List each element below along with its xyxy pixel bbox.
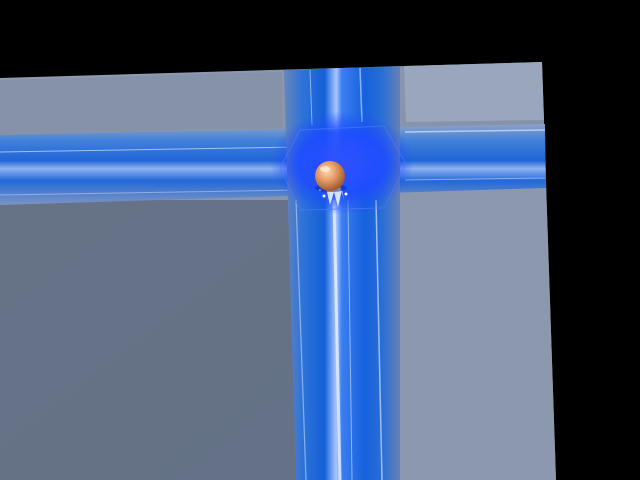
junction-hex-outline bbox=[279, 125, 407, 211]
junction-glow bbox=[270, 111, 414, 215]
floor-lower-right-area bbox=[392, 184, 556, 480]
floor-upper-right-area bbox=[404, 62, 544, 122]
floor-upper-left-area bbox=[0, 72, 282, 135]
player-sphere bbox=[315, 161, 347, 192]
floor-shadow-area bbox=[0, 200, 300, 480]
